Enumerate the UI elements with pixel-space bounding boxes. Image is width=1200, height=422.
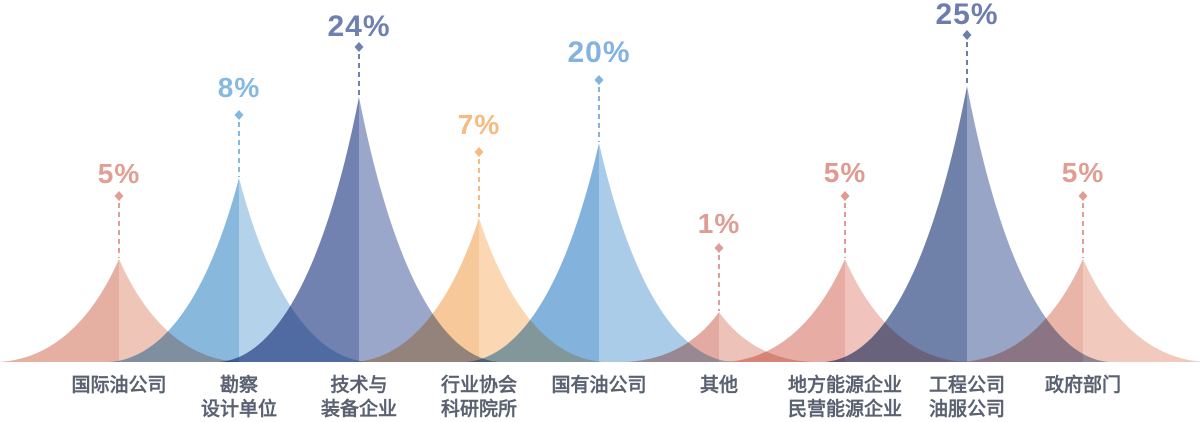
peak-group-6: 1% 其他 bbox=[623, 208, 815, 396]
peak-right-half bbox=[119, 259, 241, 362]
category-label: 技术与 bbox=[330, 373, 387, 396]
value-label: 5% bbox=[98, 158, 140, 189]
value-label: 5% bbox=[824, 157, 866, 188]
peak-left-half bbox=[623, 312, 719, 362]
category-label: 油服公司 bbox=[929, 398, 1005, 420]
category-label: 装备企业 bbox=[320, 397, 397, 420]
category-label: 民营能源企业 bbox=[788, 397, 902, 420]
peak-left-half bbox=[825, 86, 967, 362]
peak-right-half bbox=[967, 86, 1109, 362]
peak-right-half bbox=[479, 218, 605, 362]
value-label: 25% bbox=[935, 0, 998, 31]
diamond-marker bbox=[840, 191, 850, 201]
diamond-marker bbox=[962, 30, 972, 40]
diamond-marker bbox=[114, 191, 124, 201]
value-label: 20% bbox=[567, 36, 630, 69]
value-label: 5% bbox=[1062, 157, 1104, 188]
peak-right-half bbox=[359, 97, 499, 362]
peak-group-9: 5% 政府部门 bbox=[959, 157, 1200, 396]
category-label: 勘察 bbox=[220, 373, 259, 396]
value-label: 1% bbox=[698, 208, 740, 239]
diamond-marker bbox=[594, 75, 604, 85]
peak-right-half bbox=[239, 178, 369, 362]
peak-left-half bbox=[0, 259, 119, 362]
value-label: 7% bbox=[458, 109, 500, 140]
category-label: 工程公司 bbox=[929, 374, 1005, 396]
value-label: 24% bbox=[327, 10, 390, 43]
diamond-marker bbox=[234, 110, 244, 120]
diamond-marker bbox=[354, 42, 364, 52]
peak-left-half bbox=[109, 178, 239, 362]
peak-left-half bbox=[219, 97, 359, 362]
peak-left-half bbox=[465, 143, 599, 362]
category-label: 科研院所 bbox=[441, 397, 517, 420]
diamond-marker bbox=[474, 147, 484, 157]
category-label: 其他 bbox=[700, 373, 738, 396]
diamond-marker bbox=[714, 243, 724, 253]
peak-left-half bbox=[723, 259, 845, 362]
peak-right-half bbox=[1083, 259, 1200, 362]
category-label: 行业协会 bbox=[440, 373, 517, 396]
peak-group-1: 5% 国际油公司 bbox=[0, 158, 241, 396]
value-label: 8% bbox=[218, 72, 260, 103]
peak-right-half bbox=[719, 312, 815, 362]
peak-group-5: 20% 国有油公司 bbox=[465, 36, 733, 396]
peak-left-half bbox=[353, 218, 479, 362]
category-label: 政府部门 bbox=[1045, 373, 1121, 396]
peak-right-half bbox=[599, 143, 733, 362]
peak-left-half bbox=[959, 259, 1083, 362]
category-label: 国际油公司 bbox=[71, 374, 166, 396]
category-label: 地方能源企业 bbox=[788, 373, 902, 396]
diamond-marker bbox=[1078, 191, 1088, 201]
category-label: 国有油公司 bbox=[551, 373, 646, 396]
category-label: 设计单位 bbox=[201, 397, 277, 420]
